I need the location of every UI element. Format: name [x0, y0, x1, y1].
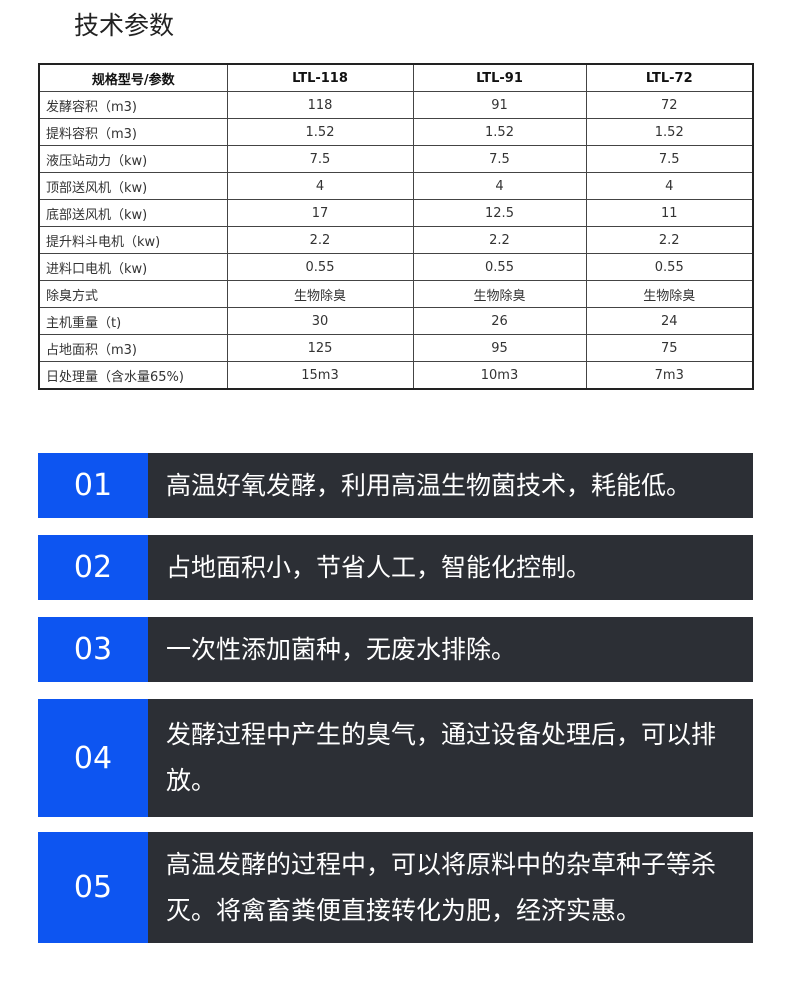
feature-text: 占地面积小，节省人工，智能化控制。 [148, 535, 753, 600]
cell-value: 125 [226, 334, 414, 362]
table-row: 提升料斗电机（kw) 2.2 2.2 2.2 [38, 226, 754, 254]
cell-value: 30 [226, 307, 414, 335]
cell-value: 1.52 [226, 118, 414, 146]
feature-text: 高温好氧发酵，利用高温生物菌技术，耗能低。 [148, 453, 753, 518]
cell-value: 11 [585, 199, 754, 227]
cell-value: 1.52 [585, 118, 754, 146]
cell-value: 12.5 [412, 199, 587, 227]
feature-number: 02 [38, 535, 148, 600]
row-label: 日处理量（含水量65%) [38, 361, 228, 390]
header-cell: LTL-72 [585, 63, 754, 92]
feature-text: 一次性添加菌种，无废水排除。 [148, 617, 753, 682]
cell-value: 24 [585, 307, 754, 335]
feature-number: 01 [38, 453, 148, 518]
feature-item: 03 一次性添加菌种，无废水排除。 [38, 617, 753, 682]
spec-table: 规格型号/参数 LTL-118 LTL-91 LTL-72 发酵容积（m3) 11… [38, 63, 754, 390]
cell-value: 91 [412, 91, 587, 119]
cell-value: 4 [412, 172, 587, 200]
cell-value: 10m3 [412, 361, 587, 390]
table-row: 液压站动力（kw) 7.5 7.5 7.5 [38, 145, 754, 173]
cell-value: 4 [585, 172, 754, 200]
row-label: 液压站动力（kw) [38, 145, 228, 173]
table-row: 底部送风机（kw) 17 12.5 11 [38, 199, 754, 227]
cell-value: 75 [585, 334, 754, 362]
cell-value: 生物除臭 [585, 280, 754, 308]
cell-value: 95 [412, 334, 587, 362]
row-label: 进料口电机（kw) [38, 253, 228, 281]
feature-item: 04 发酵过程中产生的臭气，通过设备处理后，可以排放。 [38, 699, 753, 817]
cell-value: 7.5 [585, 145, 754, 173]
feature-text: 发酵过程中产生的臭气，通过设备处理后，可以排放。 [148, 699, 753, 817]
feature-number: 05 [38, 832, 148, 943]
table-row: 占地面积（m3) 125 95 75 [38, 334, 754, 362]
cell-value: 17 [226, 199, 414, 227]
cell-value: 7.5 [412, 145, 587, 173]
table-row: 顶部送风机（kw) 4 4 4 [38, 172, 754, 200]
cell-value: 15m3 [226, 361, 414, 390]
feature-number: 04 [38, 699, 148, 817]
row-label: 提料容积（m3) [38, 118, 228, 146]
cell-value: 118 [226, 91, 414, 119]
section-title: 技术参数 [74, 11, 175, 40]
row-label: 占地面积（m3) [38, 334, 228, 362]
table-row: 日处理量（含水量65%) 15m3 10m3 7m3 [38, 361, 754, 390]
cell-value: 0.55 [412, 253, 587, 281]
cell-value: 4 [226, 172, 414, 200]
feature-item: 05 高温发酵的过程中，可以将原料中的杂草种子等杀灭。将禽畜粪便直接转化为肥，经济… [38, 832, 753, 943]
header-cell: LTL-91 [412, 63, 587, 92]
cell-value: 生物除臭 [412, 280, 587, 308]
table-header-row: 规格型号/参数 LTL-118 LTL-91 LTL-72 [38, 63, 754, 92]
header-cell: 规格型号/参数 [38, 63, 228, 92]
cell-value: 72 [585, 91, 754, 119]
feature-item: 01 高温好氧发酵，利用高温生物菌技术，耗能低。 [38, 453, 753, 518]
cell-value: 26 [412, 307, 587, 335]
cell-value: 7m3 [585, 361, 754, 390]
row-label: 主机重量（t) [38, 307, 228, 335]
cell-value: 0.55 [226, 253, 414, 281]
row-label: 底部送风机（kw) [38, 199, 228, 227]
cell-value: 2.2 [585, 226, 754, 254]
feature-item: 02 占地面积小，节省人工，智能化控制。 [38, 535, 753, 600]
row-label: 提升料斗电机（kw) [38, 226, 228, 254]
row-label: 发酵容积（m3) [38, 91, 228, 119]
cell-value: 7.5 [226, 145, 414, 173]
cell-value: 生物除臭 [226, 280, 414, 308]
header-cell: LTL-118 [226, 63, 414, 92]
row-label: 除臭方式 [38, 280, 228, 308]
table-row: 主机重量（t) 30 26 24 [38, 307, 754, 335]
feature-number: 03 [38, 617, 148, 682]
cell-value: 2.2 [412, 226, 587, 254]
table-row: 提料容积（m3) 1.52 1.52 1.52 [38, 118, 754, 146]
feature-text: 高温发酵的过程中，可以将原料中的杂草种子等杀灭。将禽畜粪便直接转化为肥，经济实惠… [148, 832, 753, 943]
row-label: 顶部送风机（kw) [38, 172, 228, 200]
table-row: 发酵容积（m3) 118 91 72 [38, 91, 754, 119]
cell-value: 1.52 [412, 118, 587, 146]
table-row: 进料口电机（kw) 0.55 0.55 0.55 [38, 253, 754, 281]
table-row: 除臭方式 生物除臭 生物除臭 生物除臭 [38, 280, 754, 308]
cell-value: 0.55 [585, 253, 754, 281]
cell-value: 2.2 [226, 226, 414, 254]
